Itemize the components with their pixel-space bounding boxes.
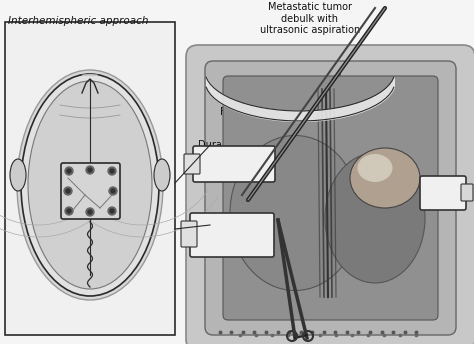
Circle shape — [86, 208, 94, 216]
Circle shape — [65, 167, 73, 175]
FancyBboxPatch shape — [420, 176, 466, 210]
Ellipse shape — [350, 148, 420, 208]
FancyBboxPatch shape — [205, 61, 456, 335]
Ellipse shape — [21, 74, 159, 296]
Text: Dura: Dura — [198, 140, 222, 150]
Circle shape — [65, 207, 73, 215]
Text: Metastatic tumor
debulk with
ultrasonic aspiration: Metastatic tumor debulk with ultrasonic … — [260, 2, 360, 35]
Ellipse shape — [357, 154, 392, 182]
FancyBboxPatch shape — [461, 184, 473, 201]
FancyBboxPatch shape — [184, 154, 200, 174]
Circle shape — [110, 209, 114, 213]
Ellipse shape — [325, 153, 425, 283]
Circle shape — [111, 189, 115, 193]
Circle shape — [67, 209, 71, 213]
FancyBboxPatch shape — [193, 146, 275, 182]
Text: Interhemispheric approach: Interhemispheric approach — [8, 16, 148, 26]
Ellipse shape — [28, 81, 152, 289]
Ellipse shape — [230, 136, 360, 290]
Text: Falx cerebri: Falx cerebri — [220, 107, 276, 117]
Circle shape — [109, 187, 117, 195]
Circle shape — [110, 169, 114, 173]
Circle shape — [64, 187, 72, 195]
FancyBboxPatch shape — [61, 163, 120, 219]
Ellipse shape — [17, 70, 163, 300]
Circle shape — [108, 167, 116, 175]
Circle shape — [108, 207, 116, 215]
Circle shape — [88, 168, 92, 172]
Circle shape — [67, 169, 71, 173]
Circle shape — [86, 166, 94, 174]
Circle shape — [88, 210, 92, 214]
Ellipse shape — [10, 159, 26, 191]
Circle shape — [66, 189, 70, 193]
FancyBboxPatch shape — [186, 45, 474, 344]
FancyBboxPatch shape — [181, 221, 197, 247]
FancyBboxPatch shape — [223, 76, 438, 320]
Ellipse shape — [154, 159, 170, 191]
FancyBboxPatch shape — [190, 213, 274, 257]
Bar — [5, 22, 175, 335]
